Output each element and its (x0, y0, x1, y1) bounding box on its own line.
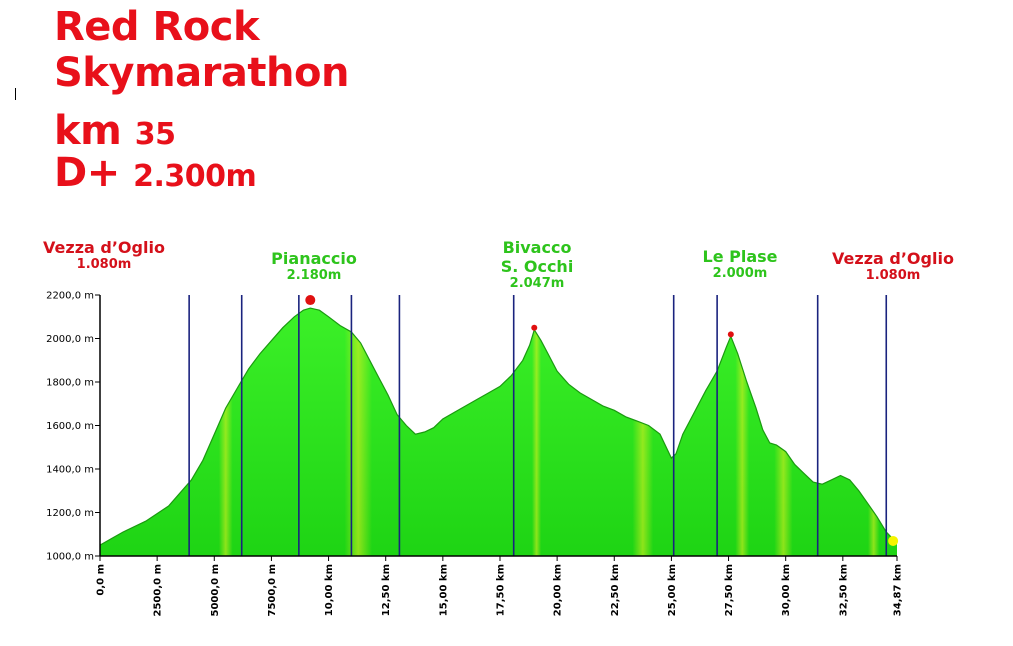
waypoint-elevation: 1.080m (76, 257, 132, 272)
race-title-line2: Skymarathon (54, 50, 349, 96)
waypoint-elevation: 2.000m (712, 266, 768, 281)
race-distance: km 35 (54, 108, 176, 154)
text-cursor (15, 88, 16, 100)
peak-marker (305, 295, 316, 306)
waypoint-name: Pianaccio (271, 249, 357, 268)
y-tick-label: 1800,0 m (46, 378, 94, 389)
highlight-band (218, 308, 233, 556)
y-tick-label: 1400,0 m (46, 465, 94, 476)
x-tick-label: 5000,0 m (210, 564, 221, 617)
peak-marker (727, 331, 734, 338)
y-tick-label: 1000,0 m (46, 552, 94, 563)
waypoint-elevation: 1.080m (865, 268, 921, 283)
x-tick-label: 20,00 km (553, 564, 564, 616)
x-tick-label: 7500,0 m (267, 564, 278, 617)
highlight-band (867, 308, 880, 556)
highlight-band (531, 308, 542, 556)
waypoint-bivacco: Bivacco S. Occhi 2.047m (501, 238, 574, 292)
x-tick-label: 22,50 km (610, 564, 621, 616)
x-tick-label: 32,50 km (838, 564, 849, 616)
y-tick-label: 1600,0 m (46, 421, 94, 432)
waypoint-le-plase: Le Plase 2.000m (703, 247, 778, 282)
y-tick-label: 2200,0 m (46, 291, 94, 302)
x-tick-label: 30,00 km (781, 564, 792, 616)
waypoint-elevation: 2.047m (509, 276, 565, 291)
highlight-band (632, 308, 654, 556)
peak-marker (531, 324, 538, 331)
x-tick-label: 15,00 km (438, 564, 449, 616)
waypoint-pianaccio: Pianaccio 2.180m (271, 249, 357, 284)
waypoint-name-2: S. Occhi (500, 257, 574, 276)
waypoint-name: Vezza d’Oglio (832, 249, 954, 268)
distance-value: 35 (134, 117, 176, 152)
waypoint-finish: Vezza d’Oglio 1.080m (832, 249, 954, 284)
highlight-band (735, 308, 750, 556)
race-elevation-gain: D+ 2.300m (54, 150, 257, 196)
x-tick-label: 27,50 km (724, 564, 735, 616)
x-tick-label: 0,0 m (96, 564, 107, 596)
x-tick-label: 17,50 km (495, 564, 506, 616)
highlight-band (344, 308, 372, 556)
highlight-band (774, 308, 793, 556)
x-tick-label: 2500,0 m (153, 564, 164, 617)
x-tick-label: 25,00 km (667, 564, 678, 616)
distance-prefix: km (54, 108, 122, 154)
gain-prefix: D+ (54, 150, 120, 196)
waypoint-elevation: 2.180m (286, 268, 342, 283)
x-tick-label: 34,87 km (893, 564, 904, 616)
waypoint-name: Le Plase (702, 247, 778, 266)
x-tick-label: 10,00 km (324, 564, 335, 616)
x-tick-label: 12,50 km (381, 564, 392, 616)
waypoint-name: Bivacco (502, 238, 572, 257)
waypoint-start: Vezza d’Oglio 1.080m (43, 238, 165, 273)
waypoint-name: Vezza d’Oglio (43, 238, 165, 257)
finish-marker (888, 535, 899, 546)
race-title-line1: Red Rock (54, 4, 260, 50)
y-tick-label: 1200,0 m (46, 508, 94, 519)
y-tick-label: 2000,0 m (46, 334, 94, 345)
gain-value: 2.300m (133, 159, 257, 194)
